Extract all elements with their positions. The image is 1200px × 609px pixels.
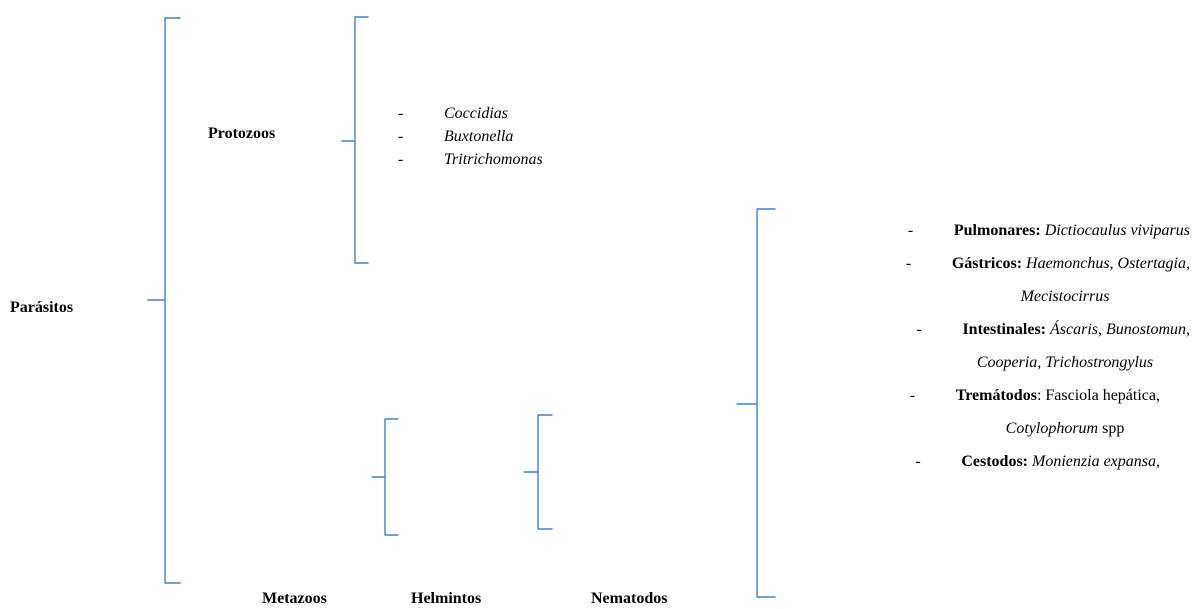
category-value: Monienzia expansa, bbox=[1032, 453, 1160, 470]
list-item-text: Buxtonella bbox=[444, 128, 514, 145]
node-protozoos: Protozoos bbox=[208, 125, 276, 142]
parasitos-bracket-path bbox=[147, 17, 181, 584]
protozoos-list: - Coccidias - Buxtonella - Tritrichomona… bbox=[398, 102, 543, 171]
list-item-pulmonares: - Pulmonares: Dictiocaulus viviparus bbox=[780, 214, 1200, 247]
list-item-text: Coccidias bbox=[444, 105, 508, 122]
list-item-trematodos: - Tremátodos: Fasciola hepática, bbox=[780, 379, 1200, 412]
list-item-gastricos-cont: Mecistocirrus bbox=[780, 280, 1200, 313]
list-item-intestinales-cont: Cooperia, Trichostrongylus bbox=[780, 346, 1200, 379]
list-dash: - bbox=[398, 151, 404, 168]
category-value: Haemonchus, Ostertagia, bbox=[1026, 255, 1190, 272]
list-dash: - bbox=[398, 128, 404, 145]
nematodos-bracket bbox=[736, 208, 776, 598]
list-item-intestinales: - Intestinales: Áscaris, Bunostomun, bbox=[780, 313, 1200, 346]
category-value-cont: Mecistocirrus bbox=[1020, 288, 1110, 305]
node-metazoos: Metazoos bbox=[262, 590, 327, 607]
protozoos-bracket bbox=[341, 16, 369, 264]
nematodos-list: - Pulmonares: Dictiocaulus viviparus - G… bbox=[780, 214, 1200, 478]
metazoos-bracket bbox=[371, 418, 399, 536]
list-item-gastricos: - Gástricos: Haemonchus, Ostertagia, bbox=[780, 247, 1200, 280]
category-value-cont: Cotylophorum bbox=[1005, 420, 1099, 437]
category-value: : Fasciola hepática, bbox=[1036, 387, 1160, 404]
category-label: Intestinales: bbox=[962, 321, 1046, 338]
metazoos-bracket-path bbox=[371, 418, 399, 536]
node-nematodos: Nematodos bbox=[591, 590, 668, 607]
protozoos-bracket-path bbox=[341, 16, 369, 264]
helmintos-bracket bbox=[523, 414, 553, 530]
category-label: Pulmonares: bbox=[953, 222, 1041, 239]
list-item-text: Tritrichomonas bbox=[444, 151, 543, 168]
list-dash: - bbox=[907, 222, 914, 239]
node-helmintos: Helmintos bbox=[411, 590, 482, 607]
list-item-cestodos: - Cestodos: Monienzia expansa, bbox=[780, 445, 1200, 478]
list-item: - Buxtonella bbox=[398, 125, 543, 148]
category-value: Áscaris, Bunostomun, bbox=[1050, 321, 1190, 338]
list-dash: - bbox=[915, 453, 921, 470]
list-dash: - bbox=[905, 255, 912, 272]
category-value-cont: Cooperia, Trichostrongylus bbox=[976, 354, 1154, 371]
helmintos-bracket-path bbox=[523, 414, 553, 530]
category-label: Gástricos: bbox=[951, 255, 1023, 272]
nematodos-bracket-path bbox=[736, 208, 776, 598]
list-dash: - bbox=[916, 321, 922, 338]
list-dash: - bbox=[398, 105, 404, 122]
list-item-trematodos-cont: Cotylophorum spp bbox=[780, 412, 1200, 445]
node-parasitos: Parásitos bbox=[10, 299, 74, 316]
category-value: Dictiocaulus viviparus bbox=[1044, 222, 1190, 239]
category-label: Tremátodos bbox=[955, 387, 1037, 404]
category-label: Cestodos: bbox=[961, 453, 1029, 470]
list-item: - Coccidias bbox=[398, 102, 543, 125]
parasitos-bracket bbox=[147, 17, 181, 584]
list-item: - Tritrichomonas bbox=[398, 148, 543, 171]
list-dash: - bbox=[909, 387, 916, 404]
category-value-tail: spp bbox=[1102, 420, 1125, 437]
